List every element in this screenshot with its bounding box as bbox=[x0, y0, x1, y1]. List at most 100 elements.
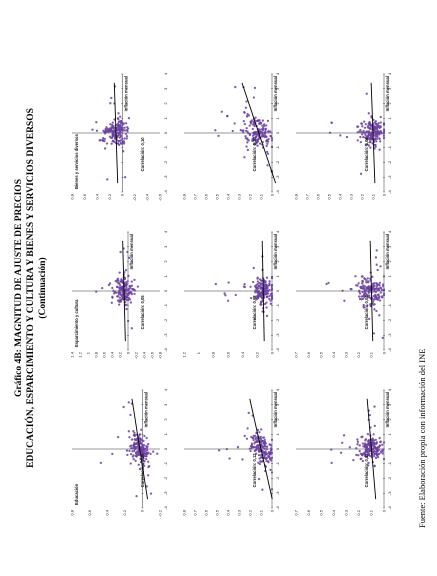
y-tick-label: 0.4 bbox=[331, 351, 336, 357]
data-point bbox=[120, 278, 124, 282]
data-point bbox=[135, 494, 138, 498]
data-point bbox=[269, 444, 273, 447]
x-tick-label: 3 bbox=[275, 87, 280, 90]
data-point bbox=[135, 447, 138, 450]
data-point bbox=[270, 471, 274, 474]
data-point bbox=[113, 292, 116, 295]
data-point bbox=[99, 461, 103, 465]
data-point bbox=[363, 454, 367, 458]
y-tick-label: -0.6 bbox=[149, 351, 154, 359]
data-point bbox=[138, 434, 141, 437]
regression-line bbox=[370, 82, 376, 184]
data-point bbox=[250, 442, 254, 445]
data-point bbox=[152, 450, 155, 453]
data-point bbox=[251, 123, 255, 126]
y-tick-label: 0 bbox=[381, 509, 386, 512]
data-point bbox=[249, 285, 252, 288]
scatter-panel-bienes-3: -4 -3 -2 -1 0 1 2 3 4 0 0.1 0.2 0.3 0.4 0.5 0.6 0.7 0.8 Co… bbox=[284, 68, 396, 208]
data-point bbox=[362, 452, 366, 455]
data-point bbox=[268, 297, 271, 301]
y-tick-label: 0.3 bbox=[236, 193, 241, 199]
data-point bbox=[260, 128, 263, 131]
data-point bbox=[381, 452, 385, 455]
data-point bbox=[260, 282, 263, 285]
data-point bbox=[359, 172, 363, 175]
data-point bbox=[116, 122, 120, 125]
data-point bbox=[368, 138, 372, 141]
data-point bbox=[352, 458, 355, 462]
x-tick-label: -1 bbox=[163, 461, 168, 465]
data-point bbox=[363, 126, 367, 129]
data-point bbox=[269, 134, 272, 138]
x-axis-label: Inflación mensual bbox=[273, 76, 278, 111]
data-point bbox=[361, 290, 364, 294]
data-point bbox=[377, 130, 380, 134]
data-point bbox=[372, 433, 375, 436]
data-point bbox=[246, 148, 249, 152]
data-point bbox=[367, 317, 371, 321]
x-tick-label: 2 bbox=[275, 418, 280, 421]
x-tick-label: -2 bbox=[163, 318, 168, 322]
data-point bbox=[245, 100, 248, 103]
data-point bbox=[371, 300, 375, 303]
data-point bbox=[358, 292, 362, 295]
data-point bbox=[339, 134, 342, 137]
x-tick-label: 3 bbox=[163, 87, 168, 90]
data-point bbox=[265, 150, 269, 154]
data-point bbox=[366, 277, 369, 280]
data-point bbox=[265, 301, 268, 304]
data-point bbox=[248, 124, 251, 127]
data-point bbox=[259, 460, 262, 463]
data-point bbox=[142, 454, 145, 457]
data-point bbox=[109, 102, 112, 105]
data-point bbox=[129, 413, 132, 417]
data-point bbox=[251, 445, 254, 449]
data-point bbox=[375, 249, 378, 252]
data-point bbox=[140, 445, 143, 449]
data-point bbox=[243, 283, 246, 286]
data-point bbox=[360, 436, 363, 439]
data-point bbox=[266, 289, 270, 293]
data-point bbox=[270, 459, 273, 462]
y-tick-label: 0.3 bbox=[348, 193, 353, 199]
data-point bbox=[126, 130, 129, 133]
data-point bbox=[348, 446, 352, 449]
data-point bbox=[145, 446, 149, 450]
data-point bbox=[262, 128, 265, 131]
data-point bbox=[124, 132, 128, 136]
data-point bbox=[252, 266, 255, 270]
data-point bbox=[156, 452, 159, 455]
data-point bbox=[118, 296, 122, 299]
data-point bbox=[345, 135, 349, 139]
data-point bbox=[253, 86, 257, 90]
data-point bbox=[132, 454, 135, 457]
data-point bbox=[226, 114, 229, 118]
correlation-annotation: Correlación: 0,05 bbox=[140, 295, 145, 330]
data-point bbox=[142, 450, 145, 453]
data-point bbox=[373, 284, 376, 287]
y-tick-label: -0.2 bbox=[157, 509, 162, 517]
data-point bbox=[111, 452, 114, 456]
data-point bbox=[136, 450, 139, 453]
data-point bbox=[270, 284, 274, 287]
data-point bbox=[127, 293, 130, 296]
x-tick-label: 0 bbox=[163, 131, 168, 134]
y-tick-label: 0.4 bbox=[337, 193, 342, 199]
data-point bbox=[119, 280, 122, 283]
data-point bbox=[246, 141, 249, 144]
data-point bbox=[130, 293, 133, 296]
data-point bbox=[113, 130, 116, 133]
data-point bbox=[116, 117, 119, 120]
y-tick-label: 0.8 bbox=[69, 193, 74, 199]
data-point bbox=[263, 302, 267, 306]
data-point bbox=[241, 129, 244, 132]
data-point bbox=[133, 289, 136, 292]
y-tick-label: 0.3 bbox=[344, 509, 349, 515]
data-point bbox=[118, 124, 121, 127]
y-tick-label: 0.3 bbox=[236, 509, 241, 515]
data-point bbox=[270, 139, 274, 142]
data-point bbox=[380, 288, 384, 292]
scatter-panel-bienes-2: -4 -3 -2 -1 0 1 2 3 4 0 0.1 0.2 0.3 0.4 0.5 0.6 0.7 0.8 Co… bbox=[172, 68, 284, 208]
x-tick-label: 2 bbox=[163, 418, 168, 421]
